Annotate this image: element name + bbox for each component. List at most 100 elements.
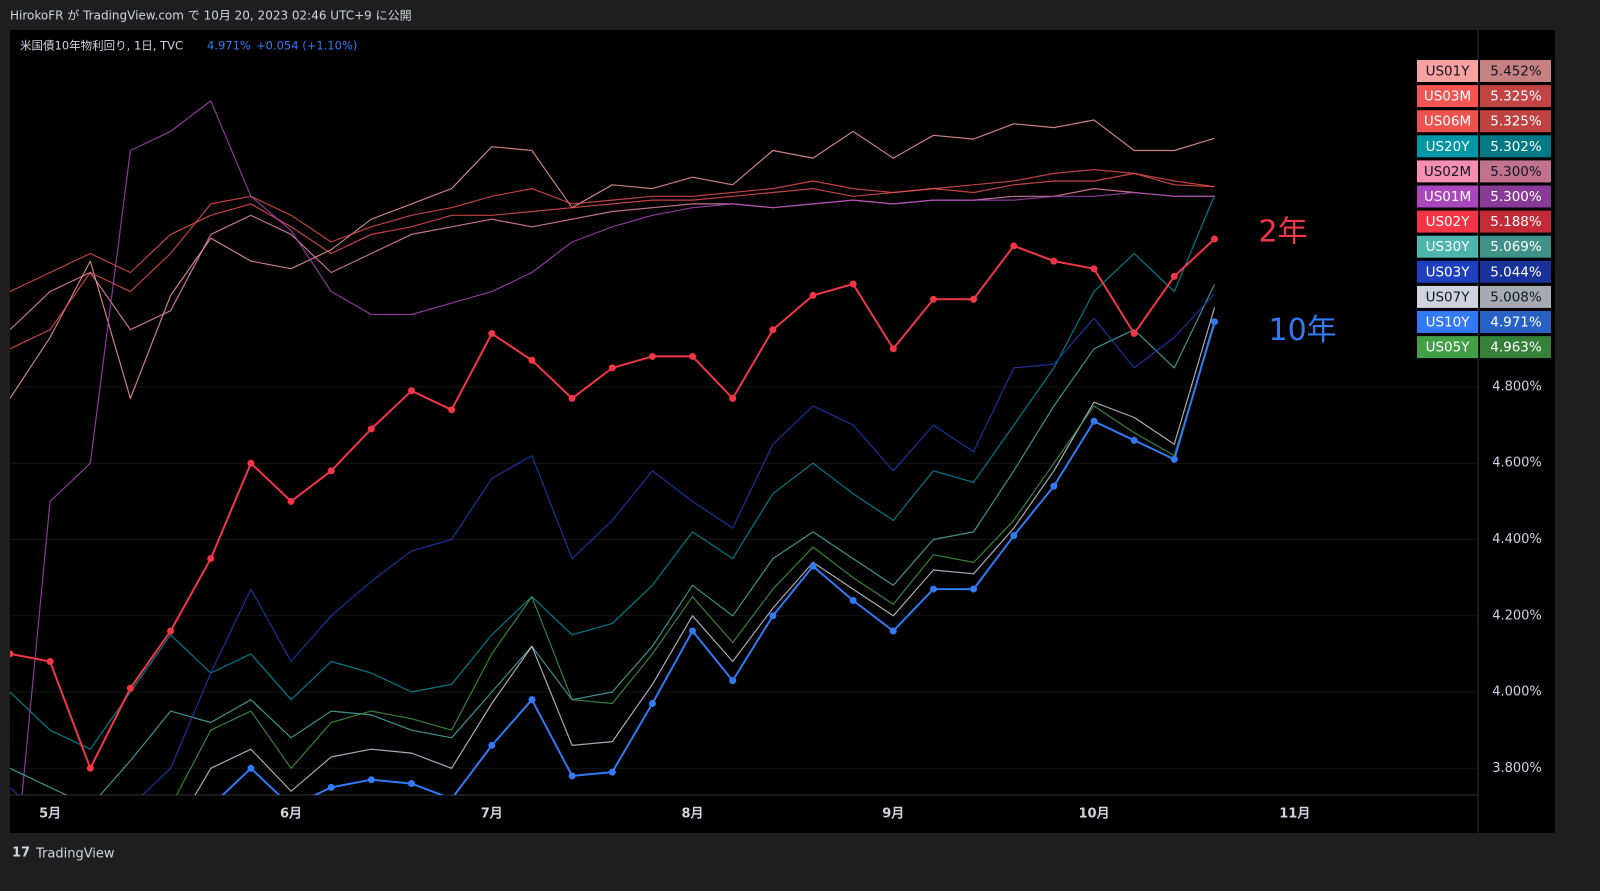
legend-name: US07Y	[1426, 289, 1471, 305]
y-tick-label: 4.600%	[1492, 456, 1542, 471]
legend-value: 5.300%	[1490, 189, 1542, 205]
legend-name-box	[1417, 260, 1478, 283]
series-marker	[1130, 436, 1138, 444]
legend-name-box	[1417, 60, 1478, 82]
series-marker	[1050, 482, 1058, 490]
series-marker	[970, 295, 978, 303]
series-marker	[207, 555, 215, 563]
series-line	[175, 324, 1216, 795]
series-marker	[929, 585, 937, 593]
chart-panel	[10, 30, 1555, 833]
series-marker	[327, 467, 335, 475]
series-marker	[167, 627, 175, 635]
series-marker	[769, 612, 777, 620]
series-marker	[1211, 235, 1218, 243]
series-marker	[126, 684, 134, 692]
legend-value: 5.325%	[1490, 89, 1542, 105]
series-marker	[849, 597, 857, 605]
series-marker	[488, 330, 496, 338]
series-marker	[247, 764, 255, 772]
legend-value: 5.325%	[1490, 114, 1542, 130]
series-marker	[568, 772, 576, 780]
legend-value: 5.008%	[1490, 289, 1542, 305]
series-marker	[1010, 532, 1018, 540]
series-marker	[769, 326, 777, 334]
legend-value: 5.452%	[1490, 64, 1542, 80]
series-marker	[608, 364, 616, 372]
series-marker	[327, 783, 335, 791]
series-marker	[1090, 265, 1098, 273]
legend-value-box	[1480, 185, 1551, 208]
legend-value-box	[1480, 85, 1551, 108]
series-marker	[809, 291, 817, 299]
legend-name: US03Y	[1426, 264, 1471, 280]
series-marker	[689, 352, 697, 360]
series-marker	[689, 627, 697, 635]
series-marker	[10, 650, 14, 658]
x-tick-label: 10月	[1079, 807, 1110, 822]
legend-value-box	[1480, 336, 1551, 359]
series-line	[21, 100, 1215, 795]
series-marker	[1050, 257, 1058, 265]
series-marker	[889, 345, 897, 353]
series-marker	[488, 741, 496, 749]
legend-value: 4.971%	[1490, 315, 1542, 331]
legend-value-box	[1480, 110, 1551, 133]
legend-name: US03M	[1424, 89, 1471, 105]
series-marker	[528, 696, 536, 704]
series-marker	[408, 387, 415, 395]
publisher: HirokoFR が TradingView.com で 10月 20, 202…	[10, 8, 412, 23]
y-tick-label: 4.800%	[1492, 379, 1542, 394]
series-marker	[408, 780, 415, 788]
series-marker	[367, 425, 375, 433]
annotation: 10年	[1269, 313, 1337, 348]
x-tick-label: 6月	[280, 807, 302, 822]
legend-name-box	[1417, 210, 1478, 233]
series-line	[10, 119, 1215, 399]
y-tick-label: 4.400%	[1492, 532, 1542, 547]
series-marker	[367, 776, 375, 784]
series-line	[10, 188, 1215, 331]
series-marker	[1170, 272, 1178, 280]
series-marker	[729, 394, 737, 402]
series-marker	[1130, 330, 1138, 338]
series-line	[10, 172, 1215, 293]
legend-value: 5.302%	[1490, 139, 1542, 155]
chart-title: 米国債10年物利回り, 1日, TVC	[20, 39, 183, 53]
legend-value-box	[1480, 311, 1551, 333]
series-line	[10, 293, 1215, 795]
legend-name-box	[1417, 336, 1478, 359]
series-marker	[608, 768, 616, 776]
series-marker	[247, 459, 255, 467]
last-value: 4.971%	[207, 39, 251, 53]
series-marker	[849, 280, 857, 288]
legend-name-box	[1417, 85, 1478, 108]
legend-value-box	[1480, 235, 1551, 258]
y-tick-label: 4.000%	[1492, 685, 1542, 700]
series-marker	[809, 562, 817, 570]
legend-value-box	[1480, 285, 1551, 308]
legend-name: US06M	[1424, 114, 1471, 130]
legend-value-box	[1480, 135, 1551, 158]
legend-name: US02Y	[1426, 214, 1471, 230]
series-marker	[1090, 417, 1098, 425]
series-marker	[648, 699, 656, 707]
series-marker	[929, 295, 937, 303]
legend-value-box	[1480, 210, 1551, 233]
change: +0.054 (+1.10%)	[256, 39, 357, 53]
series-marker	[86, 764, 94, 772]
legend-value-box	[1480, 260, 1551, 283]
series-marker	[46, 658, 54, 666]
legend-name-box	[1417, 160, 1478, 183]
x-tick-label: 8月	[682, 807, 704, 822]
legend-name-box	[1417, 185, 1478, 208]
legend-value-box	[1480, 160, 1551, 183]
legend-name: US10Y	[1426, 315, 1471, 331]
series-marker	[448, 406, 456, 414]
y-tick-label: 3.800%	[1492, 761, 1542, 776]
series-marker	[889, 627, 897, 635]
x-tick-label: 9月	[882, 807, 904, 822]
legend-name: US02M	[1424, 164, 1471, 180]
legend-name-box	[1417, 135, 1478, 158]
